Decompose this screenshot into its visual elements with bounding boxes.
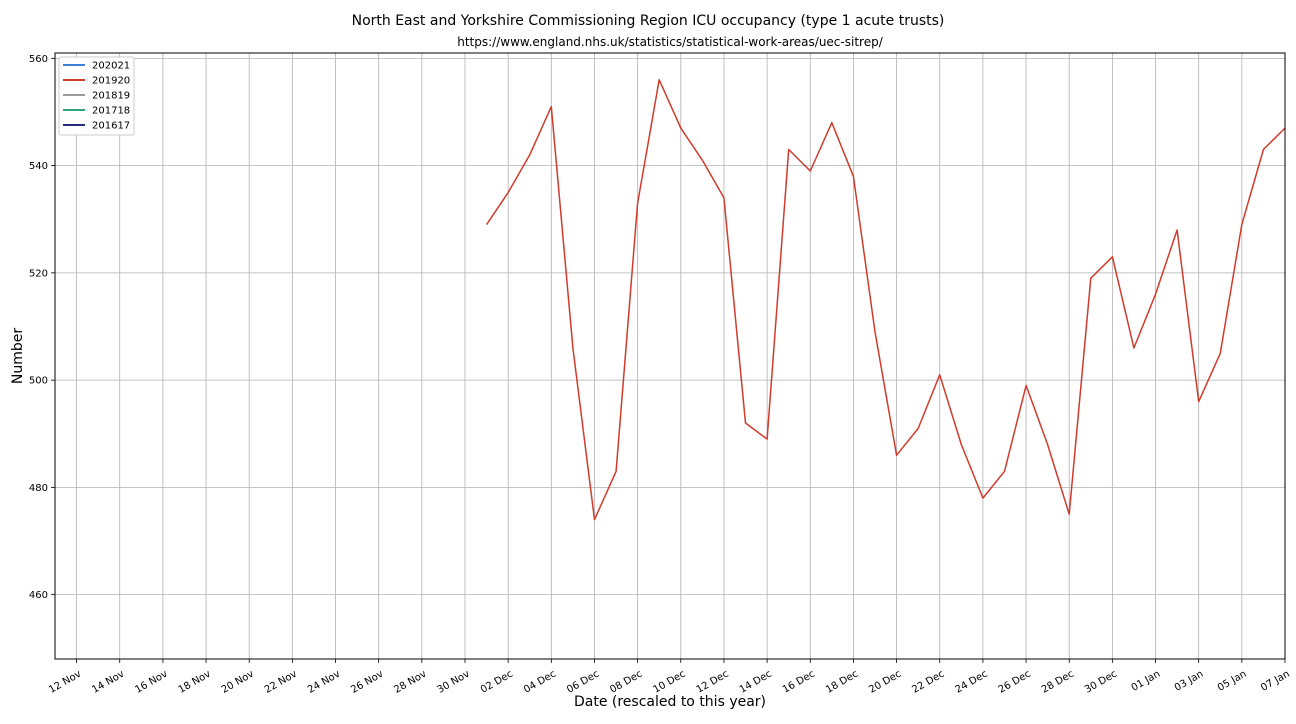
x-tick-label: 26 Dec: [997, 669, 1033, 696]
x-tick-label: 04 Dec: [522, 669, 558, 696]
x-tick-label: 05 Jan: [1216, 669, 1249, 694]
x-tick-label: 22 Nov: [263, 669, 299, 696]
x-tick-label: 18 Dec: [824, 669, 860, 696]
legend-label-201617: 201617: [92, 121, 130, 132]
x-tick-label: 18 Nov: [177, 669, 213, 696]
series-line-201920: [485, 79, 1286, 521]
x-tick-label: 28 Nov: [392, 669, 428, 696]
plot-frame: [54, 52, 1286, 660]
legend: 202021 201920 201819 201718 201617: [58, 56, 135, 136]
x-tick-label: 26 Nov: [349, 669, 385, 696]
chart-subtitle: https://www.england.nhs.uk/statistics/st…: [457, 35, 883, 49]
x-tick-label: 20 Dec: [867, 669, 903, 696]
x-tick-label: 22 Dec: [910, 669, 946, 696]
y-tick-label: 480: [29, 483, 48, 494]
x-tick-label: 24 Dec: [954, 669, 990, 696]
x-tick-label: 08 Dec: [608, 669, 644, 696]
y-tick-label: 520: [29, 268, 48, 279]
x-tick-label: 02 Dec: [479, 669, 515, 696]
x-tick-label: 30 Nov: [436, 669, 472, 696]
legend-label-201819: 201819: [92, 91, 130, 102]
x-tick-label: 16 Dec: [781, 669, 817, 696]
y-tick-label: 560: [29, 54, 48, 65]
x-tick-label: 24 Nov: [306, 669, 342, 696]
x-tick-label: 07 Jan: [1259, 669, 1292, 694]
x-tick-label: 14 Nov: [90, 669, 126, 696]
series-lines: [485, 79, 1286, 521]
legend-box: [58, 56, 135, 136]
x-tick-label: 01 Jan: [1130, 669, 1163, 694]
legend-label-201920: 201920: [92, 76, 130, 87]
y-tick-label: 540: [29, 161, 48, 172]
y-tick-label: 460: [29, 590, 48, 601]
x-tick-label: 28 Dec: [1040, 669, 1076, 696]
grid: [55, 53, 1286, 659]
x-tick-label: 03 Jan: [1173, 669, 1206, 694]
x-tick-label: 12 Nov: [47, 669, 83, 696]
x-tick-label: 16 Nov: [133, 669, 169, 696]
x-tick-label: 20 Nov: [220, 669, 256, 696]
legend-label-202021: 202021: [92, 61, 130, 72]
y-tick-label: 500: [29, 376, 48, 387]
chart-title: North East and Yorkshire Commissioning R…: [352, 13, 945, 29]
x-tick-label: 12 Dec: [695, 669, 731, 696]
axis-ticks: 12 Nov 14 Nov 16 Nov 18 Nov 20 Nov 22 Nov 24 N…: [29, 54, 1292, 696]
x-tick-label: 30 Dec: [1083, 669, 1119, 696]
x-tick-label: 10 Dec: [651, 669, 687, 696]
y-axis-label: Number: [10, 328, 26, 384]
x-tick-label: 14 Dec: [738, 669, 774, 696]
x-axis-label: Date (rescaled to this year): [574, 694, 766, 710]
x-tick-label: 06 Dec: [565, 669, 601, 696]
legend-label-201718: 201718: [92, 106, 130, 117]
